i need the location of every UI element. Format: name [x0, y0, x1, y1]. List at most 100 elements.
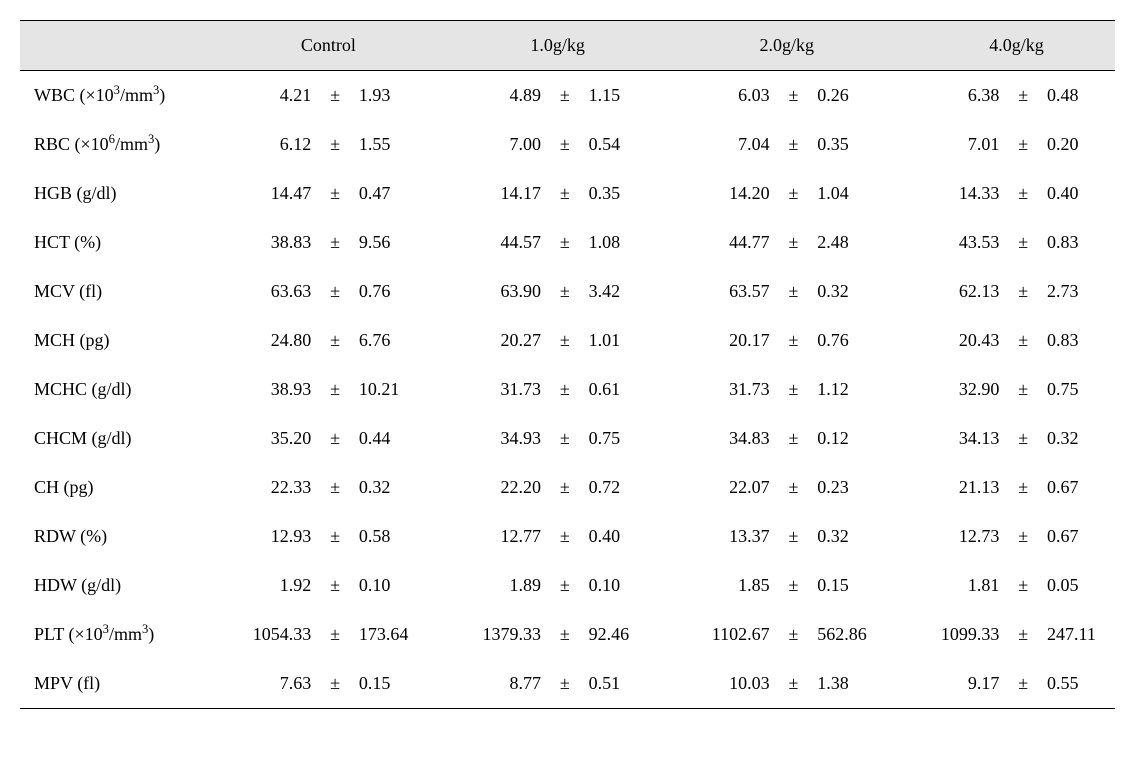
plus-minus-symbol: ±	[774, 512, 814, 561]
column-gap	[656, 512, 689, 561]
mean-value: 34.93	[460, 414, 545, 463]
table-row: MCH (pg)24.80±6.7620.27±1.0120.17±0.7620…	[20, 316, 1115, 365]
column-gap	[656, 71, 689, 121]
mean-value: 1102.67	[688, 610, 773, 659]
mean-value: 43.53	[918, 218, 1003, 267]
sd-value: 0.67	[1043, 463, 1115, 512]
table-body: WBC (×103/mm3)4.21±1.934.89±1.156.03±0.2…	[20, 71, 1115, 709]
sd-value: 0.35	[813, 120, 885, 169]
row-label: HCT (%)	[20, 218, 230, 267]
mean-value: 7.00	[460, 120, 545, 169]
sd-value: 2.48	[813, 218, 885, 267]
row-label: MCH (pg)	[20, 316, 230, 365]
header-gap-2	[885, 21, 918, 71]
plus-minus-symbol: ±	[315, 512, 355, 561]
mean-value: 20.27	[460, 316, 545, 365]
sd-value: 0.51	[585, 659, 656, 709]
sd-value: 0.32	[1043, 414, 1115, 463]
mean-value: 12.77	[460, 512, 545, 561]
column-gap	[885, 218, 918, 267]
sd-value: 6.76	[355, 316, 427, 365]
sd-value: 0.47	[355, 169, 427, 218]
sd-value: 0.35	[585, 169, 656, 218]
plus-minus-symbol: ±	[545, 218, 585, 267]
sd-value: 0.67	[1043, 512, 1115, 561]
column-gap	[885, 365, 918, 414]
table-row: RBC (×106/mm3)6.12±1.557.00±0.547.04±0.3…	[20, 120, 1115, 169]
column-gap	[885, 659, 918, 709]
sd-value: 0.40	[1043, 169, 1115, 218]
row-label: RDW (%)	[20, 512, 230, 561]
table-row: HGB (g/dl)14.47±0.4714.17±0.3514.20±1.04…	[20, 169, 1115, 218]
mean-value: 1.85	[688, 561, 773, 610]
mean-value: 1054.33	[230, 610, 315, 659]
plus-minus-symbol: ±	[774, 169, 814, 218]
plus-minus-symbol: ±	[774, 659, 814, 709]
plus-minus-symbol: ±	[1003, 512, 1043, 561]
plus-minus-symbol: ±	[774, 267, 814, 316]
mean-value: 62.13	[918, 267, 1003, 316]
mean-value: 6.12	[230, 120, 315, 169]
plus-minus-symbol: ±	[545, 659, 585, 709]
sd-value: 10.21	[355, 365, 427, 414]
plus-minus-symbol: ±	[774, 218, 814, 267]
table-header: Control 1.0g/kg 2.0g/kg 4.0g/kg	[20, 21, 1115, 71]
row-label: WBC (×103/mm3)	[20, 71, 230, 121]
sd-value: 0.76	[813, 316, 885, 365]
column-gap	[885, 610, 918, 659]
plus-minus-symbol: ±	[1003, 120, 1043, 169]
sd-value: 0.26	[813, 71, 885, 121]
mean-value: 14.20	[688, 169, 773, 218]
column-gap	[885, 267, 918, 316]
plus-minus-symbol: ±	[315, 365, 355, 414]
hematology-table-container: Control 1.0g/kg 2.0g/kg 4.0g/kg WBC (×10…	[20, 20, 1115, 709]
column-gap	[427, 365, 460, 414]
table-row: CH (pg)22.33±0.3222.20±0.7222.07±0.2321.…	[20, 463, 1115, 512]
sd-value: 3.42	[585, 267, 656, 316]
sd-value: 1.38	[813, 659, 885, 709]
row-label: HGB (g/dl)	[20, 169, 230, 218]
sd-value: 0.76	[355, 267, 427, 316]
sd-value: 1.08	[585, 218, 656, 267]
mean-value: 6.38	[918, 71, 1003, 121]
mean-value: 14.33	[918, 169, 1003, 218]
sd-value: 0.72	[585, 463, 656, 512]
mean-value: 7.01	[918, 120, 1003, 169]
sd-value: 1.93	[355, 71, 427, 121]
sd-value: 0.75	[585, 414, 656, 463]
mean-value: 34.83	[688, 414, 773, 463]
column-gap	[885, 316, 918, 365]
column-gap	[427, 659, 460, 709]
mean-value: 22.33	[230, 463, 315, 512]
mean-value: 1379.33	[460, 610, 545, 659]
column-gap	[427, 169, 460, 218]
mean-value: 24.80	[230, 316, 315, 365]
plus-minus-symbol: ±	[315, 120, 355, 169]
sd-value: 0.32	[355, 463, 427, 512]
mean-value: 9.17	[918, 659, 1003, 709]
mean-value: 63.57	[688, 267, 773, 316]
row-label: HDW (g/dl)	[20, 561, 230, 610]
sd-value: 1.15	[585, 71, 656, 121]
table-row: MCHC (g/dl)38.93±10.2131.73±0.6131.73±1.…	[20, 365, 1115, 414]
column-gap	[656, 120, 689, 169]
header-gap-1	[656, 21, 689, 71]
row-label: CH (pg)	[20, 463, 230, 512]
column-gap	[656, 316, 689, 365]
column-gap	[427, 463, 460, 512]
plus-minus-symbol: ±	[315, 414, 355, 463]
mean-value: 12.93	[230, 512, 315, 561]
sd-value: 0.48	[1043, 71, 1115, 121]
sd-value: 1.12	[813, 365, 885, 414]
sd-value: 92.46	[585, 610, 656, 659]
sd-value: 1.04	[813, 169, 885, 218]
mean-value: 44.77	[688, 218, 773, 267]
column-gap	[885, 512, 918, 561]
row-label: RBC (×106/mm3)	[20, 120, 230, 169]
mean-value: 14.17	[460, 169, 545, 218]
table-row: WBC (×103/mm3)4.21±1.934.89±1.156.03±0.2…	[20, 71, 1115, 121]
plus-minus-symbol: ±	[545, 267, 585, 316]
sd-value: 0.55	[1043, 659, 1115, 709]
mean-value: 38.93	[230, 365, 315, 414]
plus-minus-symbol: ±	[315, 316, 355, 365]
